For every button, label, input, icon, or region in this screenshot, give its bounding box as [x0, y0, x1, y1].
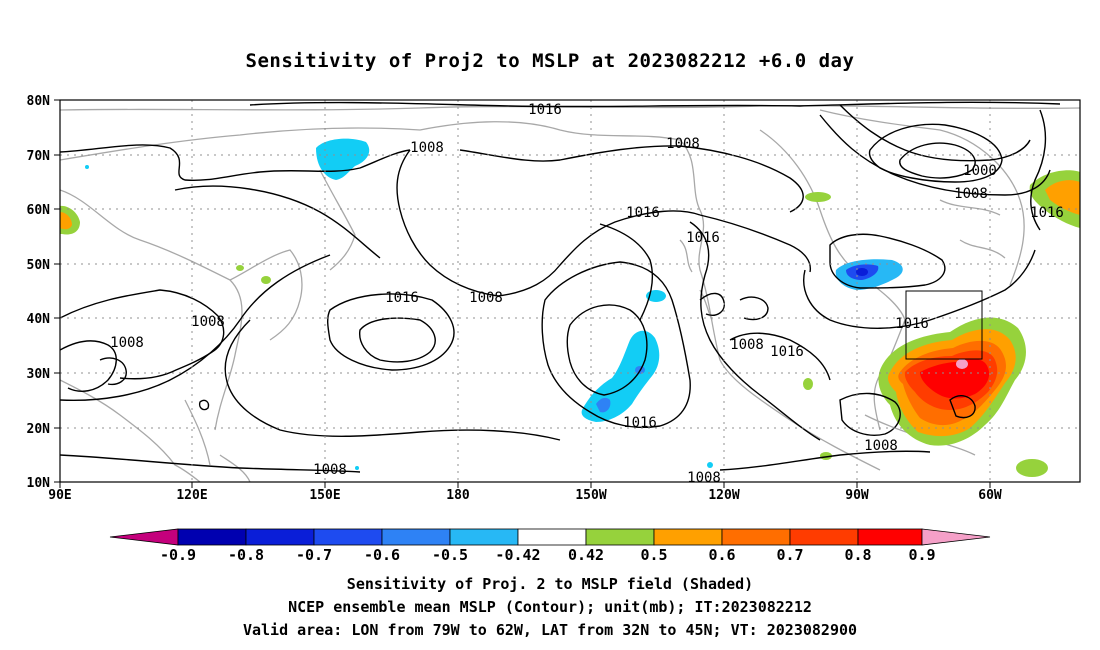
colorbar-swatch	[177, 528, 247, 546]
contour-label: 1008	[191, 314, 225, 330]
contour-label: 1008	[666, 136, 700, 152]
lon-label: 60W	[978, 488, 1002, 503]
colorbar-label: -0.5	[432, 546, 468, 564]
colorbar-label: 0.6	[708, 546, 735, 564]
colorbar-label: -0.8	[228, 546, 264, 564]
lon-label: 90E	[48, 488, 71, 503]
colorbar	[109, 528, 991, 546]
contour-label: 1008	[313, 462, 347, 478]
contour-label: 1008	[410, 140, 444, 156]
negative-sensitivity-shading	[85, 138, 903, 470]
contour-label: 1008	[954, 186, 988, 202]
caption-shading: Sensitivity of Proj. 2 to MSLP field (Sh…	[346, 575, 754, 593]
colorbar-max-triangle	[921, 528, 991, 546]
map-title: Sensitivity of Proj2 to MSLP at 20230822…	[245, 50, 855, 72]
contour-label: 1016	[528, 102, 562, 118]
valid-area-box	[905, 290, 983, 360]
contour-label: 1016	[623, 415, 657, 431]
colorbar-swatch	[449, 528, 519, 546]
lon-label: 90W	[845, 488, 869, 503]
lat-label: 70N	[27, 149, 51, 164]
colorbar-swatch	[789, 528, 859, 546]
colorbar-swatch	[313, 528, 383, 546]
colorbar-label: -0.9	[160, 546, 196, 564]
lat-label: 20N	[27, 422, 51, 437]
lon-label: 120W	[708, 488, 739, 503]
colorbar-label: 0.5	[640, 546, 667, 564]
caption-contour: NCEP ensemble mean MSLP (Contour); unit(…	[288, 598, 812, 616]
contour-label: 1000	[963, 163, 997, 179]
colorbar-swatch	[721, 528, 791, 546]
contour-label: 1008	[864, 438, 898, 454]
lon-label: 120E	[176, 488, 207, 503]
colorbar-label: -0.7	[296, 546, 332, 564]
contour-labels: 1016 1008 1008 1000 1008 1016 1016 1016 …	[110, 102, 1064, 486]
axis-ticks	[54, 99, 991, 488]
colorbar-swatch	[857, 528, 923, 546]
contour-label: 1016	[895, 316, 929, 332]
contour-label: 1008	[687, 470, 721, 486]
contour-label: 1016	[1030, 205, 1064, 221]
colorbar-swatch	[653, 528, 723, 546]
lat-label: 40N	[27, 312, 51, 327]
contour-label: 1008	[110, 335, 144, 351]
latitude-labels: 80N 70N 60N 50N 40N 30N 20N 10N	[27, 94, 51, 491]
contour-label: 1008	[730, 337, 764, 353]
colorbar-swatch	[517, 528, 587, 546]
caption-valid-area: Valid area: LON from 79W to 62W, LAT fro…	[242, 621, 858, 639]
lat-label: 10N	[27, 476, 51, 491]
map-frame	[59, 99, 1081, 483]
longitude-labels: 90E 120E 150E 180 150W 120W 90W 60W	[48, 488, 1002, 503]
colorbar-swatch	[585, 528, 655, 546]
colorbar-label: -0.42	[495, 546, 540, 564]
contour-label: 1016	[770, 344, 804, 360]
colorbar-labels: -0.9 -0.8 -0.7 -0.6 -0.5 -0.42 0.42 0.5 …	[160, 546, 936, 564]
contour-label: 1016	[686, 230, 720, 246]
contour-label: 1016	[626, 205, 660, 221]
gridlines	[60, 100, 1080, 482]
lat-label: 80N	[27, 94, 51, 109]
lon-label: 150E	[309, 488, 340, 503]
lon-label: 180	[446, 488, 470, 503]
positive-sensitivity-shading	[60, 170, 1080, 477]
lat-label: 60N	[27, 203, 51, 218]
colorbar-label: 0.9	[908, 546, 935, 564]
mslp-contours	[60, 101, 1061, 473]
colorbar-swatch	[245, 528, 315, 546]
colorbar-label: 0.42	[568, 546, 604, 564]
colorbar-swatch	[381, 528, 451, 546]
colorbar-min-triangle	[109, 528, 179, 546]
colorbar-label: 0.8	[844, 546, 871, 564]
lat-label: 30N	[27, 367, 51, 382]
lat-label: 50N	[27, 258, 51, 273]
lon-label: 150W	[575, 488, 606, 503]
colorbar-label: 0.7	[776, 546, 803, 564]
contour-label: 1008	[469, 290, 503, 306]
colorbar-label: -0.6	[364, 546, 400, 564]
contour-label: 1016	[385, 290, 419, 306]
